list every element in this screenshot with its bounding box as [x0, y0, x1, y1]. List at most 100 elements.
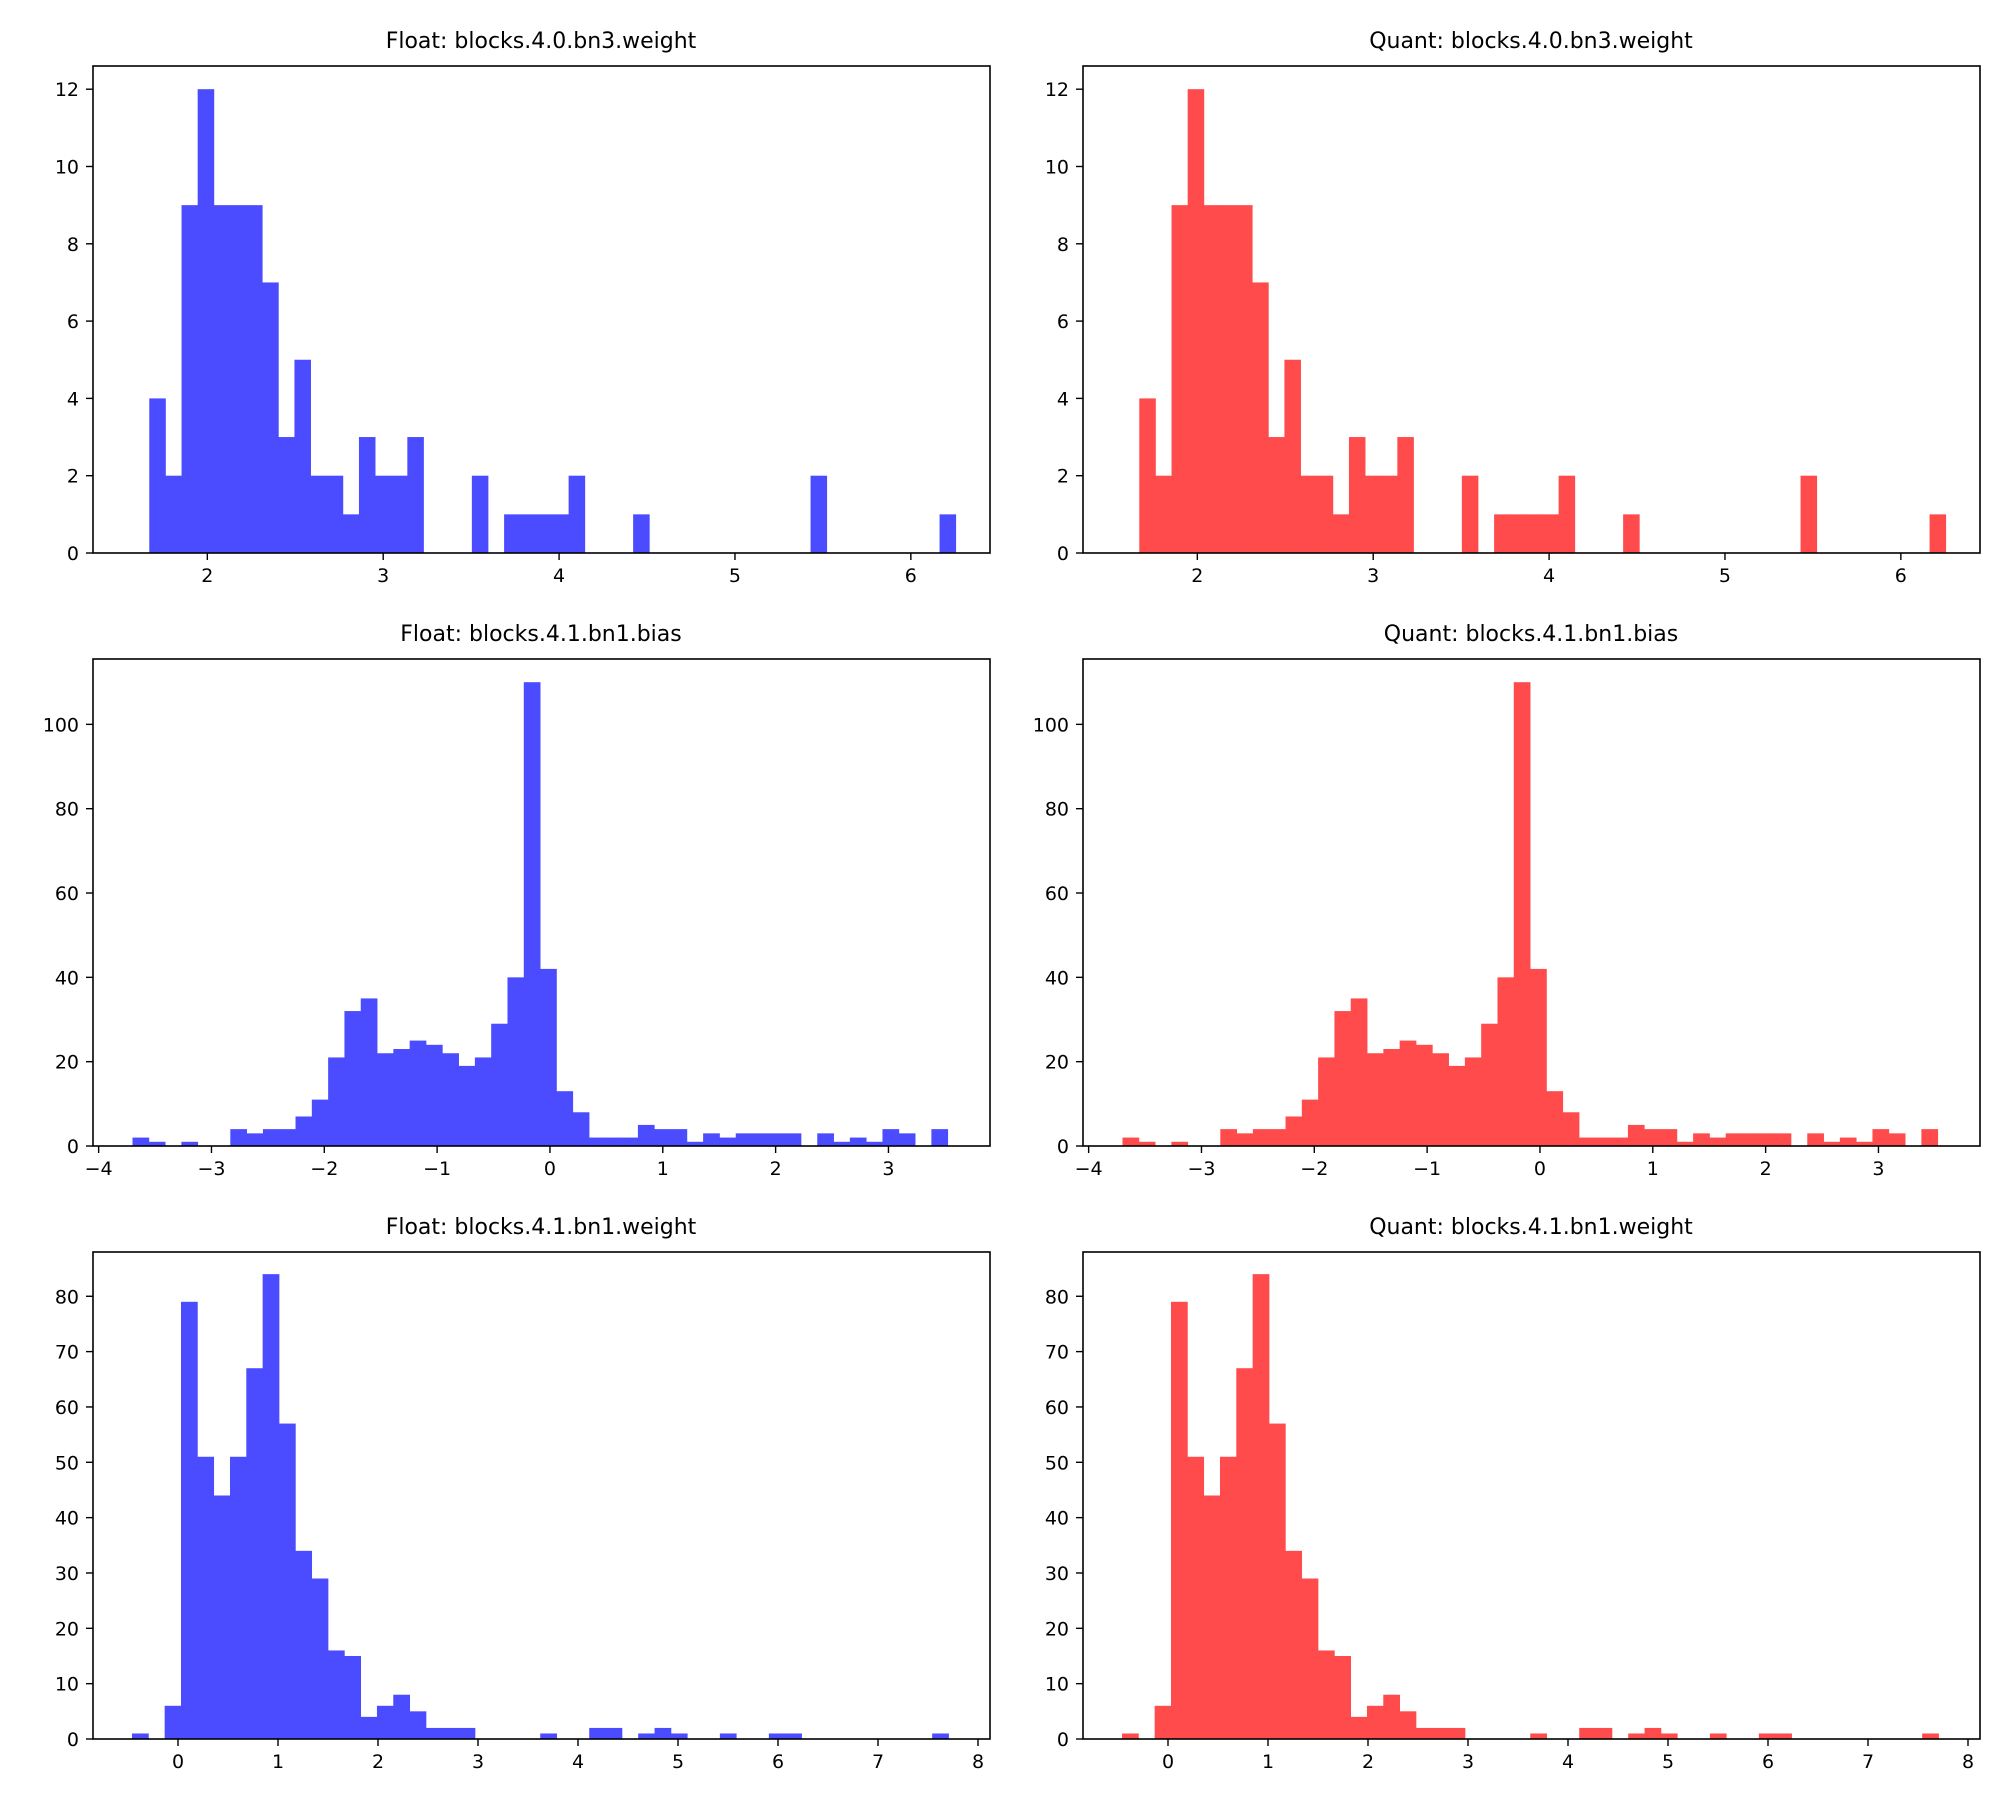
histogram-bar	[1856, 1141, 1873, 1146]
histogram-bar	[507, 977, 525, 1146]
histogram-bar	[719, 1733, 737, 1739]
y-tick-label: 10	[55, 156, 79, 178]
y-tick-label: 100	[1033, 714, 1069, 736]
histogram-bar	[328, 1057, 345, 1146]
histogram-bar	[686, 1141, 704, 1146]
histogram-bar	[1542, 514, 1560, 553]
histogram-bar	[1676, 1141, 1694, 1146]
histogram-bar	[1399, 1040, 1417, 1146]
panel-title: Float: blocks.4.1.bn1.weight	[386, 1215, 697, 1240]
histogram-bar	[358, 437, 376, 553]
y-tick-label: 0	[1057, 1729, 1069, 1751]
x-tick-label: −3	[1187, 1158, 1215, 1180]
histogram-bar	[1628, 1733, 1645, 1739]
histogram-bar	[149, 398, 166, 553]
x-tick-label: −3	[197, 1158, 225, 1180]
histogram-bar	[393, 1049, 411, 1146]
histogram-bar	[391, 475, 408, 553]
x-tick-label: 1	[272, 1751, 284, 1773]
histogram-bar	[1155, 475, 1172, 553]
histogram-bar	[1122, 1733, 1139, 1739]
histogram-bar	[229, 205, 247, 553]
histogram-bar	[637, 1124, 655, 1146]
y-tick-label: 10	[1045, 156, 1069, 178]
bars	[132, 682, 949, 1146]
histogram-bar	[523, 682, 541, 1146]
panel-quant-bn3-weight: Quant: blocks.4.0.bn3.weight 2 3 4 5 6 0 2 4 6 8 1…	[1045, 29, 1981, 587]
histogram-bar	[1415, 1727, 1433, 1739]
histogram-bar	[1709, 1137, 1727, 1146]
x-tick-label: 6	[772, 1751, 784, 1773]
x-tick-label: 2	[1191, 565, 1203, 587]
histogram-bar	[1236, 205, 1253, 553]
histogram-bar	[1203, 205, 1221, 553]
histogram-bar	[785, 1733, 802, 1739]
histogram-bar	[1399, 1711, 1417, 1739]
histogram-bar	[148, 1141, 166, 1146]
y-tick-label: 20	[55, 1618, 79, 1640]
bars	[149, 89, 957, 553]
panel-title: Float: blocks.4.0.bn3.weight	[386, 29, 697, 54]
histogram-bar	[572, 1112, 590, 1146]
histogram-bar	[1334, 1011, 1352, 1146]
histogram-bar	[1332, 514, 1350, 553]
histogram-bar	[375, 475, 392, 553]
histogram-bar	[1171, 1141, 1189, 1146]
histogram-bar	[1318, 1057, 1335, 1146]
y-tick-label: 0	[1057, 543, 1069, 565]
axes-frame	[1082, 65, 1981, 554]
histogram-bar	[1595, 1727, 1613, 1739]
histogram-bar	[670, 1733, 688, 1739]
histogram-bar	[1301, 1099, 1319, 1146]
histogram-bar	[360, 998, 378, 1146]
x-tick-label: 4	[1562, 1751, 1574, 1773]
histogram-bar	[719, 1137, 737, 1146]
x-tick-label: 0	[544, 1158, 556, 1180]
histogram-bar	[1122, 1137, 1140, 1146]
y-tick-label: 2	[1057, 466, 1069, 488]
histogram-bar	[1415, 1044, 1433, 1146]
histogram-bar	[425, 1044, 443, 1146]
histogram-bar	[1252, 1274, 1270, 1739]
histogram-bar	[1530, 1733, 1547, 1739]
panel-title: Float: blocks.4.1.bn1.bias	[400, 622, 681, 647]
histogram-bar	[1758, 1733, 1776, 1739]
x-tick-label: 2	[1760, 1158, 1772, 1180]
y-tick-label: 30	[1045, 1563, 1069, 1585]
y-tick-label: 10	[55, 1674, 79, 1696]
y-tick-label: 0	[67, 1729, 79, 1751]
histogram-bar	[1365, 475, 1382, 553]
histogram-bar	[520, 514, 537, 553]
histogram-bar	[1709, 1733, 1727, 1739]
panel-float-bn3-weight: Float: blocks.4.0.bn3.weight 2 3 4 5 6 0 2 4 6 8 1…	[55, 29, 991, 587]
histogram-bar	[1316, 475, 1334, 553]
x-tick-label: 2	[1362, 1751, 1374, 1773]
histogram-bar	[932, 1733, 949, 1739]
histogram-bar	[181, 205, 199, 553]
ticks: −4 −3 −2 −1 0 1 2 3 0 20 40 60 80 100	[43, 714, 895, 1180]
bars	[1122, 1274, 1939, 1739]
histogram-bar	[1252, 1129, 1270, 1146]
axes-frame	[92, 658, 991, 1147]
histogram-bar	[1872, 1129, 1890, 1146]
histogram-bar	[181, 1141, 199, 1146]
histogram-bar	[621, 1137, 639, 1146]
x-tick-label: 0	[1534, 1158, 1546, 1180]
histogram-bar	[1725, 1133, 1743, 1146]
histogram-bar	[589, 1137, 606, 1146]
histogram-bar	[1558, 475, 1576, 553]
histogram-bar	[1921, 1129, 1939, 1146]
histogram-bar	[1464, 1057, 1482, 1146]
y-tick-label: 8	[1057, 234, 1069, 256]
histogram-bar	[262, 1129, 280, 1146]
histogram-bar	[1644, 1129, 1661, 1146]
y-tick-label: 80	[1045, 1286, 1069, 1308]
histogram-bar	[1530, 968, 1547, 1146]
axes-frame	[92, 1251, 991, 1740]
histogram-bar	[376, 1705, 394, 1739]
histogram-bar	[768, 1733, 786, 1739]
histogram-bar	[1268, 437, 1285, 553]
panel-title: Quant: blocks.4.1.bn1.weight	[1369, 1215, 1693, 1240]
y-tick-label: 20	[55, 1052, 79, 1074]
x-tick-label: 5	[672, 1751, 684, 1773]
